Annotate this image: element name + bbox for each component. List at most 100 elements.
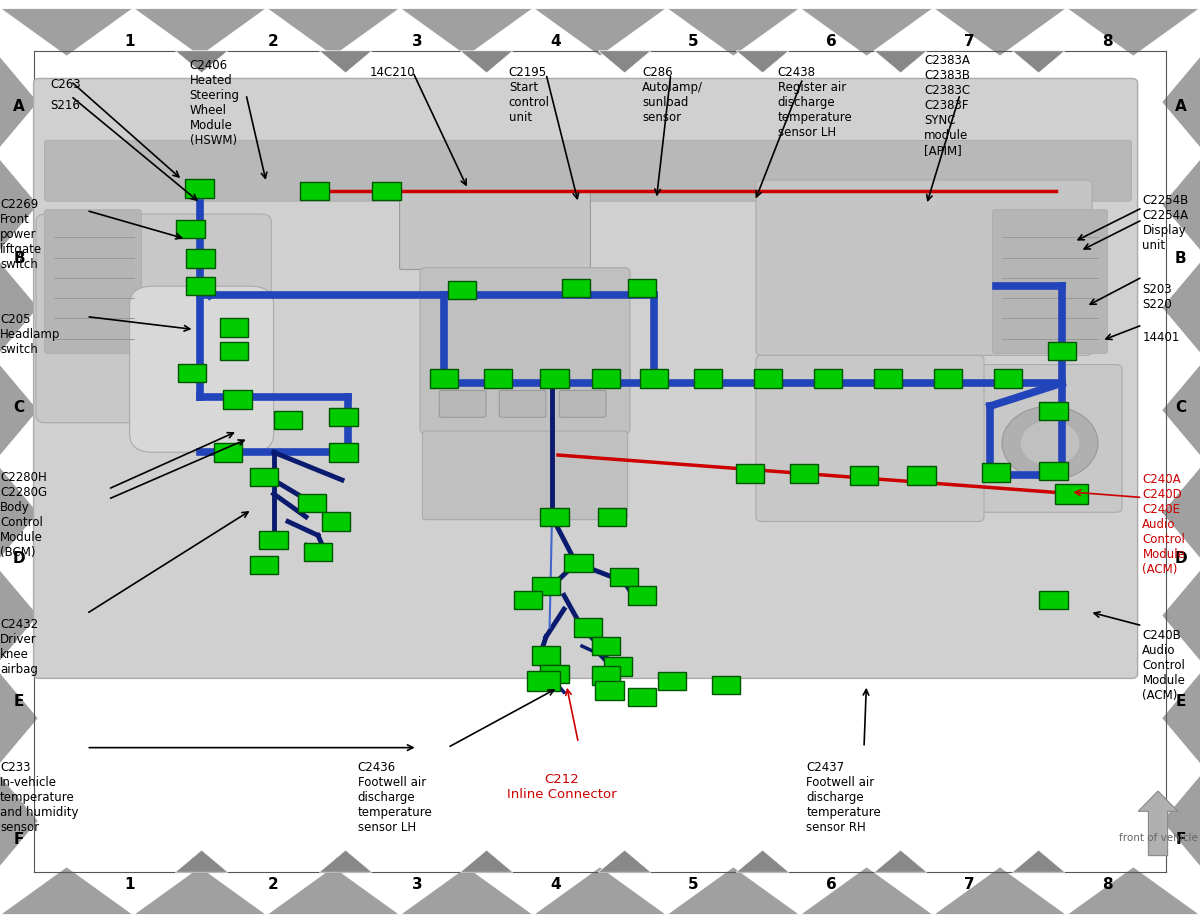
Polygon shape [266,8,400,56]
Polygon shape [874,51,928,73]
Polygon shape [667,8,800,56]
FancyBboxPatch shape [274,411,302,429]
Text: 14401: 14401 [1142,331,1180,344]
Text: D: D [13,551,25,566]
Text: 4: 4 [551,34,560,49]
Polygon shape [1067,8,1200,56]
FancyBboxPatch shape [628,688,656,706]
Polygon shape [533,867,667,915]
FancyBboxPatch shape [186,277,215,295]
FancyBboxPatch shape [592,637,620,655]
Polygon shape [133,8,266,56]
Polygon shape [0,867,133,915]
FancyBboxPatch shape [1048,342,1076,360]
Text: C2438
Register air
discharge
temperature
sensor LH: C2438 Register air discharge temperature… [778,66,852,139]
Polygon shape [1162,770,1200,872]
Text: E: E [1176,694,1186,709]
Polygon shape [1067,867,1200,915]
Polygon shape [0,666,38,770]
Polygon shape [934,8,1067,56]
Text: C2406
Heated
Steering
Wheel
Module
(HSWM): C2406 Heated Steering Wheel Module (HSWM… [190,59,240,147]
Polygon shape [0,770,38,872]
FancyBboxPatch shape [532,646,560,665]
Text: front of vehicle: front of vehicle [1118,833,1198,843]
Polygon shape [0,51,38,153]
FancyBboxPatch shape [978,365,1122,512]
FancyBboxPatch shape [564,554,593,572]
Polygon shape [1162,666,1200,770]
FancyBboxPatch shape [300,182,329,200]
FancyBboxPatch shape [259,531,288,549]
Text: C233
In-vehicle
temperature
and humidity
sensor: C233 In-vehicle temperature and humidity… [0,761,78,834]
Polygon shape [460,850,514,872]
Text: 3: 3 [413,34,422,49]
FancyBboxPatch shape [850,466,878,485]
Text: S203
S220: S203 S220 [1142,283,1172,311]
Text: A: A [1175,99,1187,114]
FancyBboxPatch shape [439,390,486,417]
Polygon shape [175,51,228,73]
FancyBboxPatch shape [640,369,668,388]
Text: 1: 1 [125,34,134,49]
Polygon shape [874,850,928,872]
Polygon shape [934,867,1067,915]
Polygon shape [0,8,133,56]
FancyBboxPatch shape [420,268,630,434]
Text: D: D [1175,551,1187,566]
FancyBboxPatch shape [1039,462,1068,480]
FancyBboxPatch shape [934,369,962,388]
FancyBboxPatch shape [250,556,278,574]
FancyBboxPatch shape [694,369,722,388]
FancyBboxPatch shape [598,508,626,526]
FancyBboxPatch shape [185,179,214,198]
FancyBboxPatch shape [298,494,326,512]
FancyBboxPatch shape [790,464,818,483]
FancyBboxPatch shape [322,512,350,531]
FancyBboxPatch shape [1056,484,1088,504]
Text: 2: 2 [269,34,278,49]
Polygon shape [460,51,514,73]
FancyBboxPatch shape [130,286,274,452]
FancyBboxPatch shape [1039,402,1068,420]
Text: C205
Headlamp
switch: C205 Headlamp switch [0,313,60,356]
Text: 5: 5 [689,877,698,892]
Polygon shape [1162,153,1200,256]
Circle shape [1020,420,1080,466]
Text: C263: C263 [50,78,82,90]
FancyBboxPatch shape [514,591,542,609]
Polygon shape [800,867,934,915]
FancyBboxPatch shape [907,466,936,485]
Polygon shape [175,850,228,872]
FancyBboxPatch shape [372,182,401,200]
Text: 8: 8 [1103,877,1112,892]
Polygon shape [667,867,800,915]
Polygon shape [0,153,38,256]
FancyBboxPatch shape [559,390,606,417]
FancyBboxPatch shape [484,369,512,388]
FancyBboxPatch shape [250,468,278,486]
Text: C240A
C240D
C240E
Audio
Control
Module
(ACM): C240A C240D C240E Audio Control Module (… [1142,473,1186,577]
Polygon shape [736,850,790,872]
FancyBboxPatch shape [540,508,569,526]
Text: C2432
Driver
knee
airbag: C2432 Driver knee airbag [0,618,38,677]
FancyBboxPatch shape [448,281,476,299]
Text: 7: 7 [965,34,974,49]
FancyBboxPatch shape [304,543,332,561]
Text: E: E [14,694,24,709]
Polygon shape [598,850,650,872]
FancyBboxPatch shape [329,443,358,462]
Text: 1: 1 [125,877,134,892]
Polygon shape [0,359,38,462]
FancyBboxPatch shape [499,390,546,417]
Text: C2254B
C2254A
Display
unit: C2254B C2254A Display unit [1142,194,1189,252]
FancyBboxPatch shape [994,369,1022,388]
Text: 8: 8 [1103,34,1112,49]
FancyBboxPatch shape [44,210,142,354]
FancyBboxPatch shape [595,681,624,700]
Text: 7: 7 [965,877,974,892]
FancyBboxPatch shape [754,369,782,388]
Polygon shape [533,8,667,56]
Polygon shape [400,867,533,915]
Polygon shape [1162,462,1200,564]
FancyBboxPatch shape [214,443,242,462]
